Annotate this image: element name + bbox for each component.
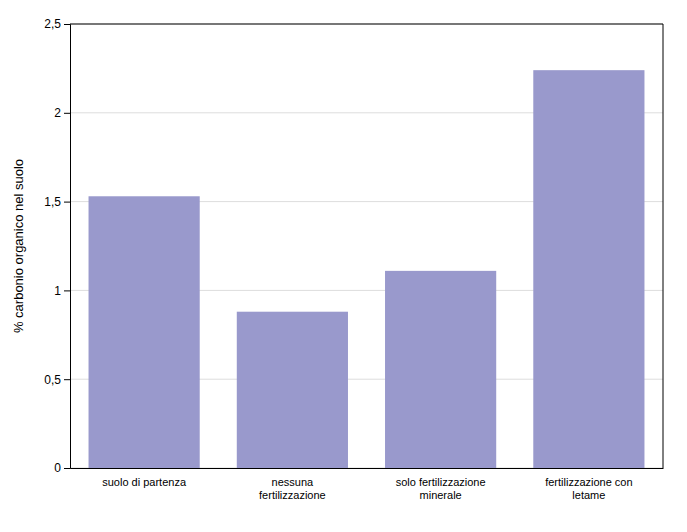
x-tick-label-line: letame <box>572 489 605 501</box>
x-tick-label-line: suolo di partenza <box>102 476 187 488</box>
x-tick-label-line: nessuna <box>272 476 314 488</box>
y-tick-label: 0,5 <box>44 373 61 387</box>
y-tick-label: 2,5 <box>44 17 61 31</box>
x-axis-line <box>71 468 664 469</box>
y-tick-mark <box>64 468 70 469</box>
frame <box>70 24 663 25</box>
x-tick-label-line: fertilizzazione <box>259 489 326 501</box>
y-tick-mark <box>64 113 70 114</box>
bar <box>89 196 200 468</box>
x-tick-label: solo fertilizzazioneminerale <box>396 476 486 501</box>
y-tick-mark <box>64 24 70 25</box>
bar <box>533 70 644 468</box>
y-tick-label: 1,5 <box>44 195 61 209</box>
x-tick: suolo di partenza <box>102 476 187 488</box>
grid-line <box>70 24 663 25</box>
plot: 00,511,522,5suolo di partenzanessunafert… <box>44 17 663 501</box>
chart: 00,511,522,5suolo di partenzanessunafert… <box>0 0 687 532</box>
x-tick-label-line: solo fertilizzazione <box>396 476 486 488</box>
y-tick: 1,5 <box>44 195 70 209</box>
y-tick-label: 2 <box>54 106 61 120</box>
y-tick-mark <box>64 379 70 380</box>
x-tick-label-line: minerale <box>420 489 462 501</box>
x-tick-label-line: fertilizzazione con <box>545 476 632 488</box>
bar <box>385 271 496 468</box>
y-tick: 1 <box>54 284 70 298</box>
y-tick-label: 0 <box>54 461 61 475</box>
y-tick: 2,5 <box>44 17 70 31</box>
x-tick-label: nessunafertilizzazione <box>259 476 326 501</box>
x-tick: fertilizzazione conletame <box>545 476 632 501</box>
x-tick: solo fertilizzazioneminerale <box>396 476 486 501</box>
y-tick: 0 <box>54 461 70 475</box>
x-tick-label: suolo di partenza <box>102 476 187 488</box>
y-tick-label: 1 <box>54 284 61 298</box>
grid <box>70 24 663 468</box>
y-tick: 2 <box>54 106 70 120</box>
y-tick-mark <box>64 290 70 291</box>
bars <box>89 70 645 468</box>
x-tick-label: fertilizzazione conletame <box>545 476 632 501</box>
y-axis: 0 0,5 1 1,5 2 2,5 <box>44 17 70 475</box>
y-axis-title: % carbonio organico nel suolo <box>11 159 26 333</box>
y-tick-mark <box>64 202 70 203</box>
x-axis: suolo di partenza nessunafertilizzazione s… <box>71 469 664 502</box>
frame <box>663 24 664 468</box>
y-tick: 0,5 <box>44 373 70 387</box>
bar <box>237 312 348 468</box>
y-axis-line <box>64 25 71 469</box>
x-tick: nessunafertilizzazione <box>259 476 326 501</box>
